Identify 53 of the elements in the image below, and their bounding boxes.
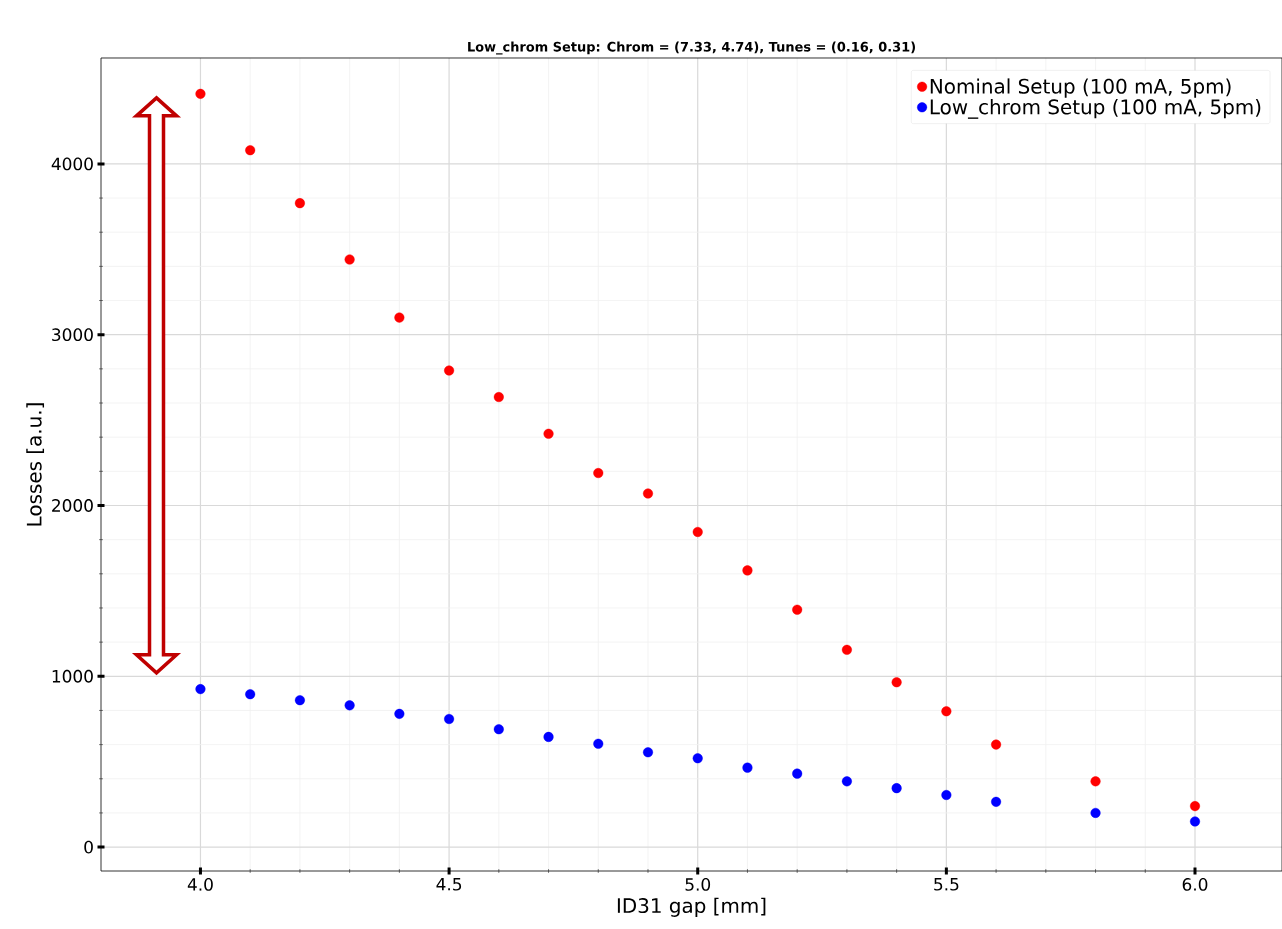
point: [643, 747, 653, 758]
point: [692, 526, 703, 537]
point: [841, 644, 852, 655]
y-axis-title: Losses [a.u.]: [26, 403, 45, 526]
y-tick-label: 2000: [52, 499, 93, 512]
point: [543, 428, 554, 439]
point: [493, 724, 504, 735]
point: [245, 145, 256, 156]
point: [991, 739, 1002, 750]
point: [1190, 816, 1200, 827]
point: [742, 565, 753, 576]
x-axis-title: ID31 gap [mm]: [617, 897, 766, 917]
y-tick-label: 1000: [52, 669, 93, 683]
point: [245, 689, 256, 700]
point: [941, 706, 952, 717]
point: [444, 713, 455, 724]
x-tick-label: 4.0: [187, 878, 213, 891]
point: [841, 776, 852, 787]
point: [792, 768, 803, 779]
point: [692, 753, 703, 764]
point: [444, 365, 455, 376]
point: [294, 695, 305, 706]
y-tick-label: 4000: [51, 157, 93, 171]
point: [792, 604, 803, 615]
point: [593, 468, 604, 479]
point: [643, 488, 653, 499]
legend-label: Nominal Setup (100 mA, 5pm): [930, 78, 1231, 98]
x-tick-label: 5.0: [685, 878, 711, 891]
point: [344, 254, 355, 265]
x-tick-label: 5.5: [934, 878, 959, 891]
point: [742, 762, 753, 773]
point: [195, 88, 206, 99]
point: [1090, 807, 1101, 818]
point: [1090, 776, 1101, 787]
point: [493, 392, 504, 403]
y-tick-label: 0: [84, 840, 93, 854]
point: [394, 312, 405, 323]
chart-title: Low_chrom Setup: Chrom = (7.33, 4.74), Tunes = (0.16, 0.31): [468, 41, 915, 55]
point: [991, 796, 1002, 807]
point: [891, 677, 902, 688]
point: [394, 708, 405, 719]
point: [941, 790, 952, 800]
point: [195, 684, 206, 695]
point: [593, 738, 604, 749]
point: [344, 700, 355, 711]
x-tick-label: 4.5: [436, 878, 462, 891]
legend-label: Low_chrom Setup (100 mA, 5pm): [930, 98, 1261, 119]
x-tick-label: 6.0: [1182, 878, 1208, 891]
point: [543, 731, 554, 742]
point: [1190, 801, 1200, 812]
point: [891, 783, 902, 794]
point: [294, 198, 305, 209]
y-tick-label: 3000: [52, 328, 93, 342]
